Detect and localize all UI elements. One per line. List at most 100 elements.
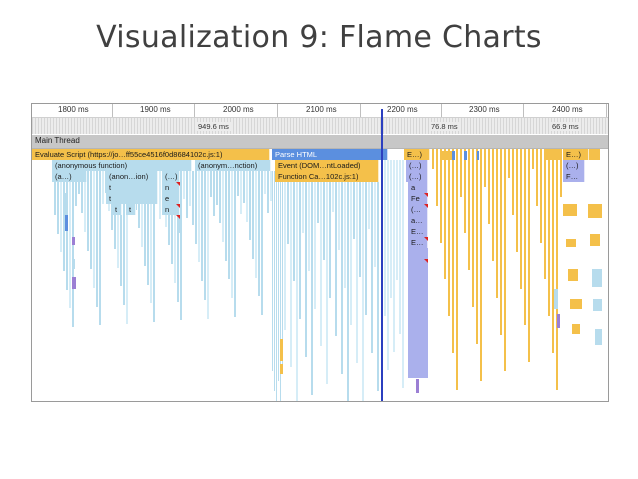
call-stack-strip[interactable] (201, 171, 203, 282)
call-stack-strip[interactable] (69, 171, 71, 309)
call-stack-strip[interactable] (452, 149, 454, 353)
call-stack-strip[interactable] (258, 171, 260, 297)
call-stack-strip[interactable] (99, 171, 101, 326)
flame-bar[interactable]: a (408, 182, 428, 193)
call-stack-strip[interactable] (213, 171, 215, 216)
call-stack-strip[interactable] (590, 234, 600, 246)
call-stack-strip[interactable] (432, 149, 434, 169)
call-stack-strip[interactable] (468, 149, 470, 271)
call-stack-strip[interactable] (480, 149, 482, 381)
call-stack-strip[interactable] (464, 151, 467, 160)
flame-bar[interactable]: n (162, 204, 180, 215)
flame-bar[interactable]: E… (408, 237, 428, 248)
call-stack-strip[interactable] (416, 379, 419, 393)
flame-bar[interactable]: t (126, 204, 136, 215)
call-stack-strip[interactable] (264, 171, 266, 194)
flame-bar[interactable]: E…) (404, 149, 430, 160)
call-stack-strip[interactable] (396, 160, 398, 280)
call-stack-strip[interactable] (456, 149, 458, 390)
call-stack-strip[interactable] (540, 149, 542, 243)
call-stack-strip[interactable] (270, 171, 272, 202)
call-stack-strip[interactable] (402, 160, 404, 388)
call-stack-strip[interactable] (255, 171, 257, 278)
call-stack-strip[interactable] (399, 160, 401, 334)
flame-bar[interactable]: e (162, 193, 180, 204)
call-stack-strip[interactable] (546, 149, 560, 160)
call-stack-strip[interactable] (171, 171, 173, 265)
call-stack-strip[interactable] (174, 171, 176, 283)
call-stack-strip[interactable] (496, 149, 498, 298)
call-stack-strip[interactable] (72, 237, 75, 245)
call-stack-strip[interactable] (120, 171, 122, 287)
flame-bar[interactable]: t (106, 182, 158, 193)
call-stack-strip[interactable] (93, 171, 95, 288)
flame-bar[interactable]: E…) (563, 149, 589, 160)
call-stack-strip[interactable] (261, 171, 263, 316)
call-stack-strip[interactable] (123, 171, 125, 305)
call-stack-strip[interactable] (368, 182, 370, 229)
flame-bar[interactable]: (…) (406, 160, 428, 171)
call-stack-strip[interactable] (90, 171, 92, 270)
call-stack-strip[interactable] (390, 160, 392, 298)
call-stack-strip[interactable] (280, 364, 283, 374)
flame-bar[interactable]: Parse HTML (272, 149, 388, 160)
call-stack-strip[interactable] (520, 149, 522, 289)
flame-bar[interactable]: n (162, 182, 180, 193)
call-stack-strip[interactable] (296, 182, 298, 401)
call-stack-strip[interactable] (231, 171, 233, 299)
main-thread-header[interactable]: Main Thread (32, 135, 608, 149)
call-stack-strip[interactable] (568, 269, 578, 281)
call-stack-strip[interactable] (572, 324, 580, 334)
call-stack-strip[interactable] (484, 149, 486, 188)
flame-bar[interactable]: (…) (563, 160, 585, 171)
call-stack-strip[interactable] (87, 171, 89, 251)
call-stack-strip[interactable] (548, 149, 550, 317)
call-stack-strip[interactable] (153, 171, 155, 322)
call-stack-strip[interactable] (243, 171, 245, 203)
call-stack-strip[interactable] (65, 215, 68, 231)
call-stack-strip[interactable] (65, 193, 68, 215)
call-stack-strip[interactable] (592, 269, 602, 287)
call-stack-strip[interactable] (338, 182, 340, 250)
call-stack-strip[interactable] (72, 259, 75, 269)
call-stack-strip[interactable] (377, 182, 379, 391)
call-stack-strip[interactable] (448, 149, 450, 317)
call-stack-strip[interactable] (442, 151, 452, 160)
call-stack-strip[interactable] (183, 171, 185, 199)
call-stack-strip[interactable] (287, 182, 289, 244)
call-stack-strip[interactable] (177, 171, 179, 302)
flame-bar[interactable]: (anonymous function) (52, 160, 192, 171)
call-stack-strip[interactable] (436, 149, 438, 206)
call-stack-strip[interactable] (440, 149, 442, 243)
flame-bar[interactable]: (anon…ion) (106, 171, 158, 182)
call-stack-strip[interactable] (276, 171, 277, 401)
call-stack-strip[interactable] (374, 182, 376, 267)
call-stack-strip[interactable] (280, 339, 283, 361)
call-stack-strip[interactable] (516, 149, 518, 252)
call-stack-strip[interactable] (178, 215, 181, 233)
call-stack-strip[interactable] (362, 182, 364, 401)
call-stack-strip[interactable] (150, 171, 152, 304)
call-stack-strip[interactable] (557, 314, 560, 328)
call-stack-strip[interactable] (552, 149, 554, 353)
call-stack-strip[interactable] (272, 171, 273, 371)
call-stack-strip[interactable] (472, 149, 474, 307)
call-stack-strip[interactable] (126, 171, 128, 324)
call-stack-strip[interactable] (282, 171, 283, 371)
call-stack-strip[interactable] (477, 151, 479, 160)
call-stack-strip[interactable] (323, 182, 325, 261)
call-stack-strip[interactable] (566, 239, 576, 247)
call-stack-strip[interactable] (563, 204, 577, 216)
call-stack-strip[interactable] (500, 149, 502, 335)
call-stack-strip[interactable] (488, 149, 490, 225)
flame-chart[interactable]: Evaluate Script (https://jo…ff55ce4516f0… (32, 149, 608, 401)
flame-bar[interactable]: (…) (406, 171, 428, 182)
call-stack-strip[interactable] (532, 149, 534, 169)
call-stack-strip[interactable] (365, 182, 367, 315)
call-stack-strip[interactable] (195, 171, 197, 244)
call-stack-strip[interactable] (556, 149, 558, 390)
call-stack-strip[interactable] (84, 171, 86, 232)
call-stack-strip[interactable] (189, 171, 191, 207)
call-stack-strip[interactable] (384, 160, 386, 316)
call-stack-strip[interactable] (72, 171, 74, 327)
